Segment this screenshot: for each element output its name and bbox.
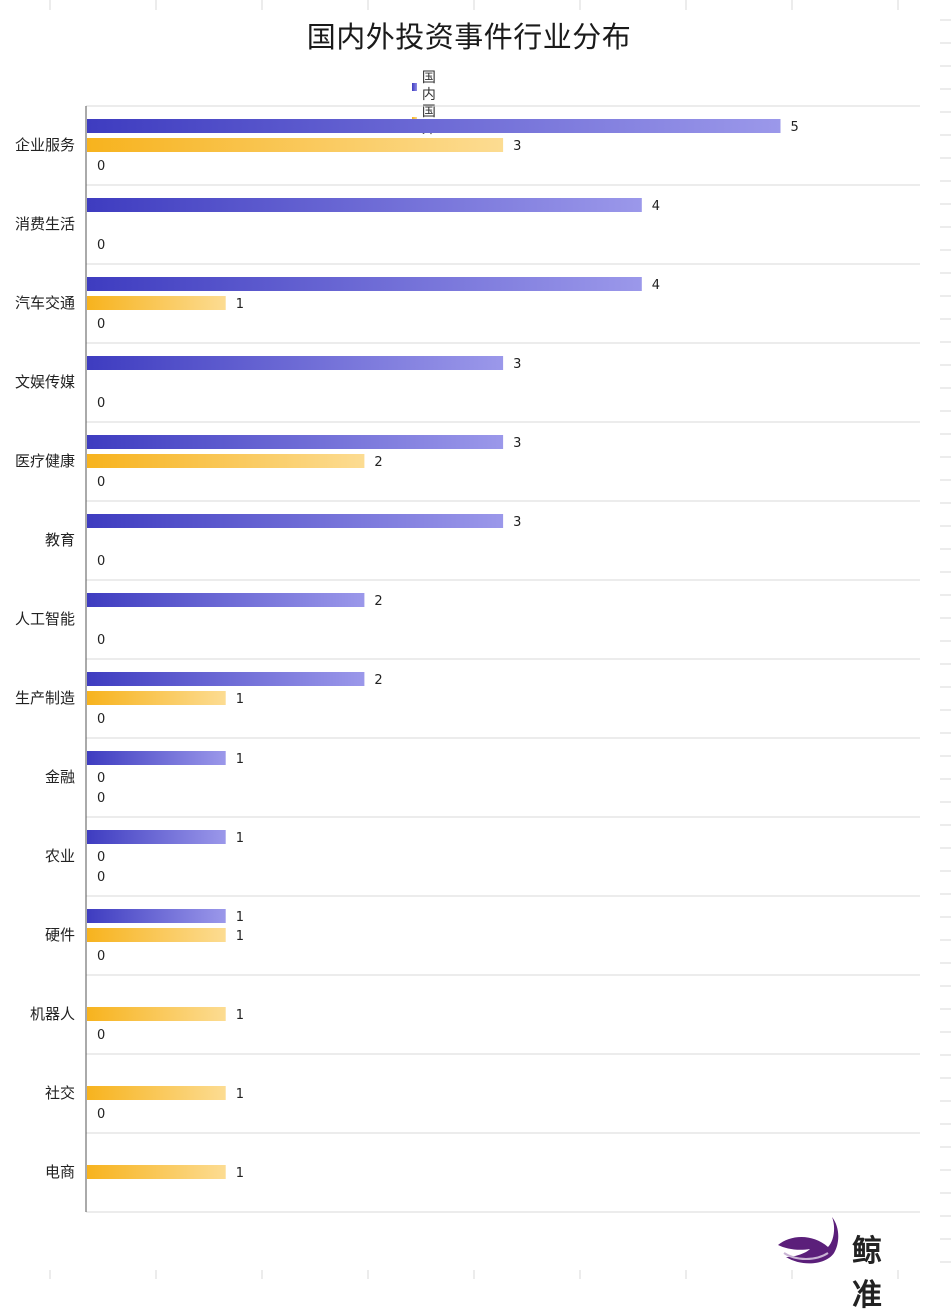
data-label: 1: [236, 929, 244, 944]
data-label: 1: [236, 910, 244, 925]
bar-domestic: [87, 119, 781, 133]
data-label: 3: [513, 139, 521, 154]
data-label: 0: [97, 317, 105, 332]
category-label: 消费生活: [15, 215, 75, 233]
bar-domestic: [87, 277, 642, 291]
category-label: 生产制造: [15, 689, 75, 707]
data-label: 0: [97, 771, 105, 786]
category-label: 医疗健康: [15, 452, 75, 470]
bar-domestic: [87, 751, 226, 765]
whale-logo-icon: [778, 1217, 839, 1264]
data-label: 0: [97, 870, 105, 885]
data-label: 0: [97, 238, 105, 253]
chart-title: 国内外投资事件行业分布: [306, 20, 632, 54]
data-label: 2: [374, 673, 382, 688]
bar-foreign: [87, 691, 226, 705]
data-label: 1: [236, 1087, 244, 1102]
data-label: 4: [652, 199, 660, 214]
data-label: 0: [97, 949, 105, 964]
category-label: 文娱传媒: [15, 373, 75, 391]
data-label: 0: [97, 475, 105, 490]
data-label: 1: [236, 1166, 244, 1181]
data-label: 2: [374, 455, 382, 470]
bar-chart: 企业服务 5 3 0 消费生活 4 0 汽车交通 4 1 0 文娱传媒 3 0 医疗健康 3 2 0 教育 3 0 人工智…: [15, 0, 951, 1279]
category-label: 教育: [45, 531, 75, 549]
bar-domestic: [87, 435, 504, 449]
data-label: 1: [236, 831, 244, 846]
category-label: 农业: [45, 847, 75, 865]
category-label: 电商: [45, 1163, 75, 1181]
bar-domestic: [87, 356, 504, 370]
data-label: 0: [97, 159, 105, 174]
data-label: 0: [97, 850, 105, 865]
data-label: 1: [236, 752, 244, 767]
bar-domestic: [87, 514, 504, 528]
category-label: 硬件: [45, 926, 75, 944]
data-label: 4: [652, 278, 660, 293]
data-label: 2: [374, 594, 382, 609]
bar-domestic: [87, 909, 226, 923]
bar-domestic: [87, 593, 365, 607]
category-label: 机器人: [30, 1005, 75, 1023]
legend-label-domestic: 国内: [421, 70, 436, 103]
data-label: 0: [97, 633, 105, 648]
category-label: 人工智能: [15, 610, 75, 628]
bar-foreign: [87, 138, 504, 152]
bar-foreign: [87, 296, 226, 310]
data-label: 3: [513, 436, 521, 451]
data-label: 1: [236, 692, 244, 707]
data-label: 1: [236, 1008, 244, 1023]
legend-item-domestic: 国内: [412, 70, 439, 104]
category-label: 汽车交通: [15, 294, 75, 312]
bar-foreign: [87, 1086, 226, 1100]
data-label: 3: [513, 357, 521, 372]
data-label: 1: [236, 297, 244, 312]
bar-domestic: [87, 830, 226, 844]
bar-domestic: [87, 672, 365, 686]
watermark-text: 鲸准: [852, 1234, 886, 1313]
legend-swatch-domestic: [412, 83, 417, 91]
category-label: 金融: [45, 768, 75, 786]
bar-foreign: [87, 1165, 226, 1179]
category-label: 企业服务: [15, 136, 75, 154]
data-label: 0: [97, 791, 105, 806]
bar-domestic: [87, 198, 642, 212]
bar-foreign: [87, 454, 365, 468]
bar-foreign: [87, 928, 226, 942]
data-label: 3: [513, 515, 521, 530]
data-label: 0: [97, 1107, 105, 1122]
data-label: 0: [97, 396, 105, 411]
category-label: 社交: [45, 1084, 75, 1102]
bar-foreign: [87, 1007, 226, 1021]
data-label: 5: [791, 120, 799, 135]
data-label: 0: [97, 712, 105, 727]
data-label: 0: [97, 554, 105, 569]
data-label: 0: [97, 1028, 105, 1043]
